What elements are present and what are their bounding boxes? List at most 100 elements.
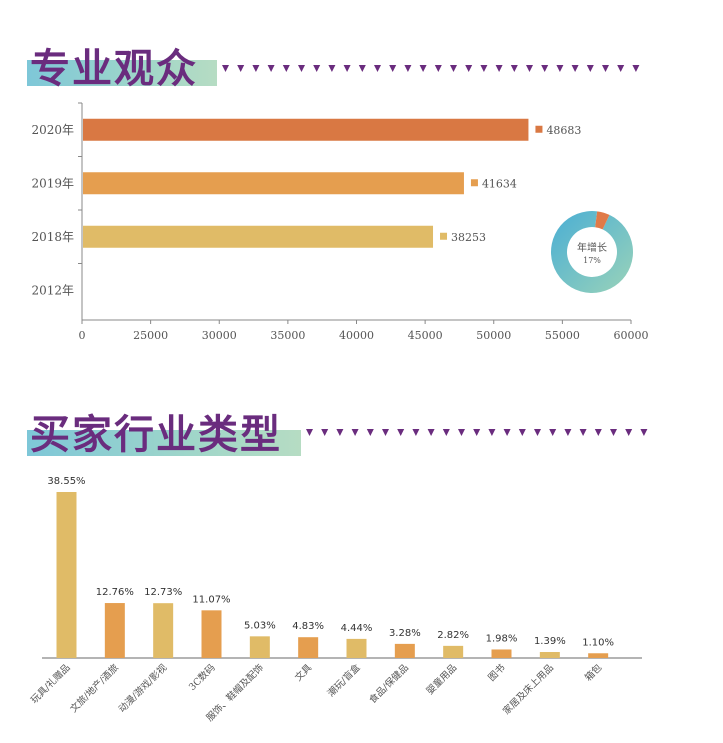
x-tick-label: 45000 — [408, 329, 443, 342]
x-tick-label: 3C数码 — [186, 662, 217, 693]
triangle-dot — [282, 65, 290, 72]
triangle-dot — [374, 65, 381, 72]
triangle-dot — [366, 429, 374, 436]
triangle-dot — [465, 65, 473, 72]
donut-value-label: 17% — [583, 256, 601, 265]
triangle-dot — [343, 65, 351, 72]
data-label: 48683 — [546, 124, 581, 137]
bar — [83, 225, 434, 248]
bar — [56, 492, 77, 658]
section-title: 专业观众 — [30, 46, 198, 92]
triangle-dot — [458, 429, 465, 436]
triangle-dot — [526, 65, 533, 72]
x-tick-label: 玩具/礼赠品 — [28, 662, 72, 706]
x-tick-label: 25000 — [133, 329, 168, 342]
value-marker — [440, 232, 448, 240]
donut-minor-slice — [595, 211, 610, 230]
triangle-dot — [328, 65, 336, 72]
triangle-dot — [237, 65, 245, 72]
triangle-dot — [510, 65, 518, 72]
bar — [83, 172, 464, 195]
x-tick-label: 潮玩/盲盒 — [325, 661, 363, 699]
data-label: 38.55% — [47, 476, 85, 487]
triangle-dot — [640, 429, 648, 436]
triangle-dot — [427, 429, 435, 436]
industry-bar-chart: 38.55% 玩具/礼赠品 12.76% 文旅/地产/酒旅 12.73% 动漫/游戏/影视… — [28, 476, 642, 724]
x-tick-label: 35000 — [270, 329, 305, 342]
x-tick-label: 家居及床上用品 — [500, 662, 556, 718]
section-header-buyer-industry: 买家行业类型 — [0, 398, 723, 458]
bar — [443, 645, 464, 658]
data-label: 4.44% — [341, 623, 373, 634]
donut-major-slice — [551, 210, 633, 293]
bar — [249, 636, 270, 658]
x-tick-label: 食品/保健品 — [367, 662, 411, 706]
triangle-dot — [503, 429, 511, 436]
triangle-dot — [617, 65, 625, 72]
x-tick-label: 0 — [79, 329, 86, 342]
data-label: 1.98% — [486, 633, 518, 644]
triangle-dot — [549, 429, 557, 436]
triangle-dot — [382, 429, 389, 436]
triangle-dot — [579, 429, 587, 436]
triangle-dot — [602, 65, 609, 72]
triangle-dot — [480, 65, 488, 72]
x-tick-label: 文具 — [292, 661, 314, 683]
bar — [153, 603, 174, 658]
triangle-dot — [267, 65, 275, 72]
x-tick-label: 图书 — [486, 662, 508, 684]
triangle-dots-decoration — [222, 64, 652, 74]
triangle-dot — [632, 65, 640, 72]
triangle-dot — [610, 429, 617, 436]
value-marker — [470, 179, 478, 187]
triangle-dot — [495, 65, 503, 72]
triangle-dot — [625, 429, 633, 436]
x-tick-label: 50000 — [476, 329, 511, 342]
triangle-dot — [442, 429, 450, 436]
data-label: 12.73% — [144, 587, 182, 598]
data-label: 12.76% — [96, 587, 134, 598]
triangle-dot — [389, 65, 397, 72]
triangle-dot — [518, 429, 526, 436]
triangle-dot — [397, 429, 405, 436]
data-label: 1.39% — [534, 636, 566, 647]
bar — [104, 603, 125, 658]
bar — [588, 653, 609, 658]
data-label: 3.28% — [389, 628, 421, 639]
triangle-dot — [594, 429, 602, 436]
triangle-dot — [321, 429, 329, 436]
y-tick-label: 2012年 — [31, 283, 74, 297]
data-label: 1.10% — [582, 637, 614, 648]
data-label: 11.07% — [192, 594, 230, 605]
triangle-dot — [450, 65, 457, 72]
triangle-dot — [252, 65, 260, 72]
visitors-bar-chart: 0 25000 30000 35000 40000 45000 50000 55000 6000… — [31, 102, 649, 342]
data-label: 38253 — [451, 231, 486, 244]
triangle-dot — [351, 429, 359, 436]
bar — [394, 643, 415, 658]
triangle-dot — [298, 65, 305, 72]
x-tick-label: 婴童用品 — [424, 662, 459, 697]
title-underline-band — [27, 430, 301, 456]
triangle-dot — [404, 65, 412, 72]
x-tick-label: 文旅/地产/酒旅 — [68, 661, 122, 715]
triangle-dot — [571, 65, 579, 72]
triangle-dot — [473, 429, 481, 436]
triangle-dot — [412, 429, 420, 436]
triangle-dot — [306, 429, 313, 436]
bar — [201, 610, 222, 658]
data-label: 41634 — [482, 177, 517, 190]
donut-center-label: 年增长 — [577, 241, 607, 254]
triangle-dot — [434, 65, 442, 72]
triangle-dot — [534, 429, 541, 436]
x-tick-label: 箱包 — [582, 661, 604, 683]
bar — [491, 649, 512, 658]
bar — [83, 118, 529, 141]
bar — [539, 652, 560, 658]
triangle-dot — [488, 429, 496, 436]
triangle-dot — [564, 429, 572, 436]
x-tick-label: 60000 — [614, 329, 649, 342]
triangle-dot — [313, 65, 321, 72]
data-label: 2.82% — [437, 630, 469, 641]
x-tick-label: 40000 — [339, 329, 374, 342]
